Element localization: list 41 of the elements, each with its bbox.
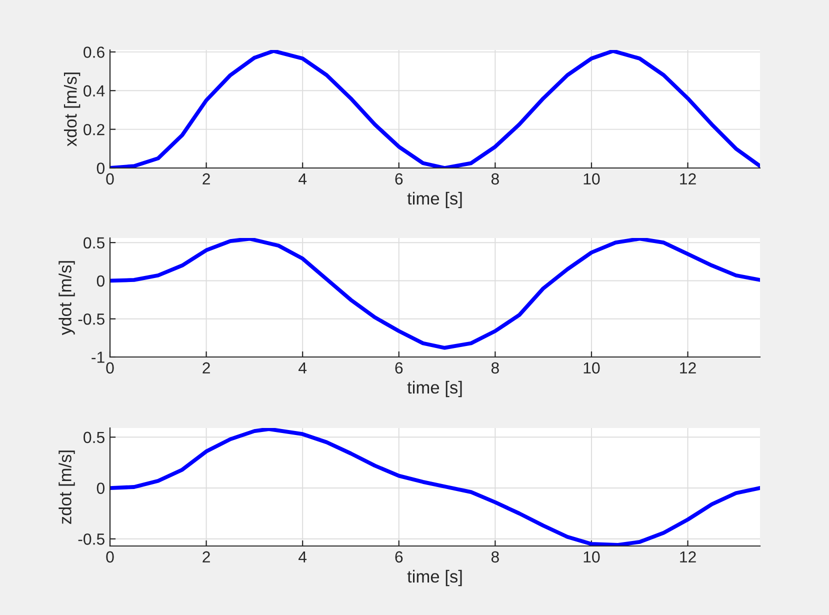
x-tick-label: 0 xyxy=(106,551,114,563)
x-tick-label: 2 xyxy=(202,551,210,562)
line-series xyxy=(110,428,760,546)
y-tick-label: 0.5 xyxy=(84,432,104,444)
x-axis-title: time [s] xyxy=(407,570,462,586)
x-tick-label: 12 xyxy=(680,173,696,184)
y-tick-label: 0.6 xyxy=(84,46,104,58)
y-axis-title: zdot [m/s] xyxy=(58,450,75,524)
y-axis-title: ydot [m/s] xyxy=(58,261,75,336)
x-tick-label: 8 xyxy=(491,173,499,185)
x-tick-label: 10 xyxy=(584,173,600,185)
x-tick-label: 2 xyxy=(202,173,210,184)
x-tick-label: 12 xyxy=(680,551,696,562)
line-series xyxy=(110,238,760,350)
y-tick-label: -0.5 xyxy=(78,313,104,325)
y-tick-label: 0.4 xyxy=(84,85,105,97)
y-axis-title: xdot [m/s] xyxy=(64,72,80,146)
x-tick-label: 12 xyxy=(680,362,696,374)
y-tick-label: 0.5 xyxy=(84,237,104,249)
y-tick-label: 0 xyxy=(96,482,105,494)
y-tick-label: -1 xyxy=(92,352,104,363)
y-tick-label: 0.2 xyxy=(84,124,104,136)
x-tick-label: 4 xyxy=(298,362,307,374)
x-tick-label: 0 xyxy=(106,362,114,374)
x-tick-label: 2 xyxy=(202,362,210,374)
x-tick-label: 6 xyxy=(395,551,403,563)
y-tick-label: 0 xyxy=(96,275,105,287)
x-tick-label: 6 xyxy=(395,362,403,374)
y-tick-label: -0.5 xyxy=(78,534,104,545)
y-tick-label: 0 xyxy=(96,162,105,174)
x-tick-label: 10 xyxy=(584,362,600,374)
line-series xyxy=(110,50,760,168)
x-tick-label: 8 xyxy=(491,551,499,563)
x-tick-label: 0 xyxy=(106,173,114,185)
x-tick-label: 4 xyxy=(298,173,307,184)
x-axis-title: time [s] xyxy=(407,380,462,398)
x-tick-label: 8 xyxy=(491,362,499,374)
x-tick-label: 10 xyxy=(584,551,600,563)
x-tick-label: 6 xyxy=(395,173,403,185)
x-tick-label: 4 xyxy=(298,551,307,562)
x-axis-title: time [s] xyxy=(407,192,462,208)
